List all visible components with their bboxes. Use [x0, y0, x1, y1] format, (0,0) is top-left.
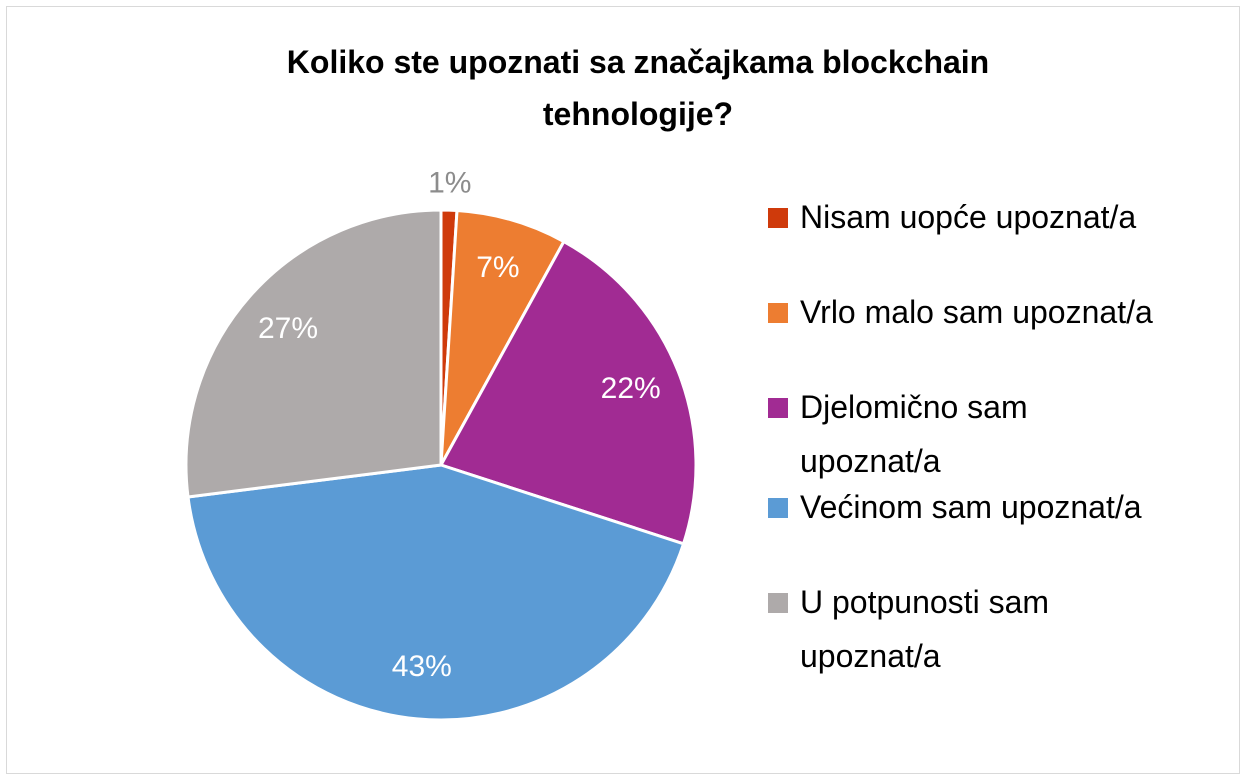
data-label: 22%	[601, 372, 661, 405]
legend-label: Djelomično sam upoznat/a	[800, 389, 1028, 479]
legend-label: Nisam uopće upoznat/a	[800, 199, 1137, 235]
legend-item: Djelomično sam upoznat/a	[768, 380, 1228, 488]
data-label: 7%	[476, 251, 519, 284]
data-label: 43%	[392, 650, 452, 683]
legend-swatch	[768, 398, 788, 418]
pie-slice	[184, 208, 443, 499]
legend-swatch	[768, 208, 788, 228]
pie-slice	[438, 239, 698, 546]
pie-slice	[439, 208, 566, 466]
legend-item: Nisam uopće upoznat/a	[768, 190, 1228, 244]
data-label: 27%	[258, 312, 318, 345]
legend-label: Većinom sam upoznat/a	[800, 489, 1142, 525]
chart-frame	[6, 6, 1240, 774]
legend-item: Većinom sam upoznat/a	[768, 480, 1228, 534]
legend-label: Vrlo malo sam upoznat/a	[800, 294, 1153, 330]
legend-swatch	[768, 303, 788, 323]
legend-label: U potpunosti sam upoznat/a	[800, 584, 1050, 674]
pie-slice	[186, 463, 686, 722]
legend-swatch	[768, 593, 788, 613]
legend-item: Vrlo malo sam upoznat/a	[768, 285, 1228, 339]
legend-item: U potpunosti sam upoznat/a	[768, 575, 1228, 683]
legend-swatch	[768, 498, 788, 518]
data-label: 1%	[428, 167, 471, 200]
chart-title: Koliko ste upoznati sa značajkama blockc…	[286, 44, 990, 132]
